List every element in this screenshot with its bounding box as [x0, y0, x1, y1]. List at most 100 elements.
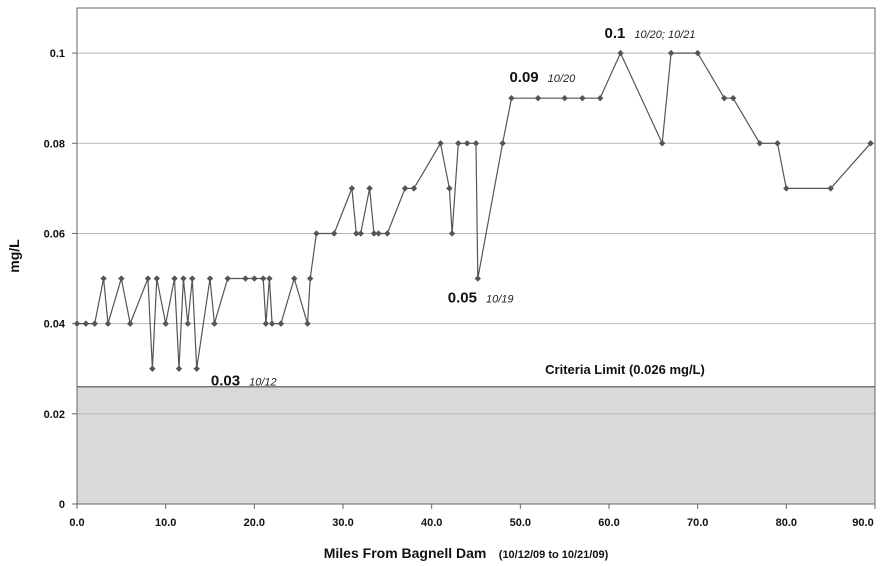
data-point — [211, 320, 218, 327]
data-point — [867, 140, 874, 147]
data-point — [82, 320, 90, 327]
annotation-date: 10/12 — [249, 377, 277, 389]
data-point — [306, 275, 314, 282]
x-axis: 0.0 10.0 20.0 30.0 40.0 50.0 60.0 70.0 80.0 90.0 — [69, 504, 876, 529]
x-tick-label: 0.0 — [69, 517, 84, 529]
y-axis-label: mg/L — [6, 239, 22, 273]
data-point — [783, 185, 790, 192]
x-tick-label: 80.0 — [776, 517, 797, 529]
data-point — [756, 140, 763, 147]
y-axis: 0 0.02 0.04 0.06 0.08 0.1 — [44, 48, 77, 511]
data-point — [153, 275, 160, 282]
data-point — [330, 230, 338, 237]
data-point — [357, 230, 364, 237]
x-tick-label: 50.0 — [510, 517, 531, 529]
data-point — [384, 230, 391, 237]
data-point — [100, 275, 107, 282]
data-point — [353, 230, 360, 237]
data-point — [206, 275, 214, 282]
annotation: 0.05 10/19 — [448, 290, 514, 307]
y-tick-label: 0.06 — [44, 228, 65, 240]
data-point — [193, 365, 200, 372]
annotation-value: 0.03 — [211, 373, 240, 390]
data-point — [561, 94, 568, 102]
criteria-limit-shade — [77, 386, 875, 504]
x-tick-label: 70.0 — [687, 517, 708, 529]
data-point — [171, 275, 178, 282]
y-tick-label: 0.1 — [50, 48, 65, 60]
data-point — [118, 275, 125, 282]
x-tick-label: 20.0 — [244, 517, 265, 529]
data-point — [277, 320, 285, 327]
data-point — [401, 185, 409, 192]
data-point — [579, 94, 586, 102]
data-point — [375, 230, 382, 237]
data-point — [251, 275, 258, 282]
data-point — [144, 275, 152, 282]
series-markers — [73, 49, 874, 372]
annotation-date: 10/20; 10/21 — [634, 29, 695, 41]
data-point — [291, 275, 298, 282]
annotation: 0.03 10/12 — [211, 373, 277, 390]
data-point — [262, 320, 270, 327]
data-point — [729, 94, 737, 102]
annotation: 0.1 10/20; 10/21 — [605, 25, 696, 42]
data-point — [694, 49, 701, 57]
x-tick-label: 90.0 — [852, 517, 873, 529]
y-tick-label: 0 — [59, 499, 65, 511]
data-point — [175, 365, 183, 372]
criteria-limit-label: Criteria Limit (0.026 mg/L) — [545, 362, 705, 377]
data-point — [184, 320, 192, 327]
data-point — [313, 230, 320, 237]
data-point — [721, 94, 728, 102]
data-point — [508, 94, 515, 102]
data-point — [104, 320, 112, 327]
data-point — [534, 94, 542, 102]
x-tick-label: 60.0 — [598, 517, 619, 529]
data-point — [180, 275, 187, 282]
annotation-value: 0.1 — [605, 25, 626, 42]
data-point — [596, 94, 604, 102]
data-point — [260, 275, 267, 282]
data-point — [472, 140, 480, 147]
data-point — [370, 230, 378, 237]
data-point — [268, 320, 276, 327]
data-point — [437, 140, 444, 147]
x-tick-label: 40.0 — [421, 517, 442, 529]
data-point — [410, 185, 418, 192]
x-axis-label-main: Miles From Bagnell Dam — [324, 545, 487, 561]
data-point — [659, 140, 666, 147]
data-point — [667, 49, 675, 57]
y-tick-label: 0.02 — [44, 409, 65, 421]
data-point — [91, 320, 98, 327]
data-point — [774, 140, 781, 147]
data-point — [189, 275, 196, 282]
data-point — [127, 320, 134, 327]
annotations: 0.03 10/12 0.05 10/19 0.09 10/20 0.1 10/20; 10/… — [211, 25, 696, 390]
x-tick-label: 10.0 — [155, 517, 176, 529]
x-axis-label-daterange: (10/12/09 to 10/21/09) — [499, 549, 609, 561]
data-point — [266, 275, 273, 282]
x-tick-label: 30.0 — [332, 517, 353, 529]
data-point — [474, 275, 481, 282]
annotation-date: 10/20 — [548, 73, 576, 85]
data-point — [455, 140, 462, 147]
annotation-value: 0.09 — [509, 69, 538, 86]
data-point — [446, 185, 453, 192]
data-point — [366, 185, 373, 192]
data-point — [242, 275, 249, 282]
annotation: 0.09 10/20 — [509, 69, 576, 86]
data-point — [224, 275, 231, 282]
y-tick-label: 0.08 — [44, 138, 65, 150]
annotation-date: 10/19 — [486, 294, 514, 306]
plot-border — [76, 7, 876, 505]
data-point — [304, 320, 311, 327]
x-axis-label: Miles From Bagnell Dam (10/12/09 to 10/2… — [324, 545, 609, 562]
data-point — [463, 140, 471, 147]
data-point — [448, 230, 456, 237]
data-point — [827, 185, 834, 192]
y-tick-label: 0.04 — [44, 319, 66, 331]
data-point — [149, 365, 156, 372]
data-point — [348, 185, 356, 192]
